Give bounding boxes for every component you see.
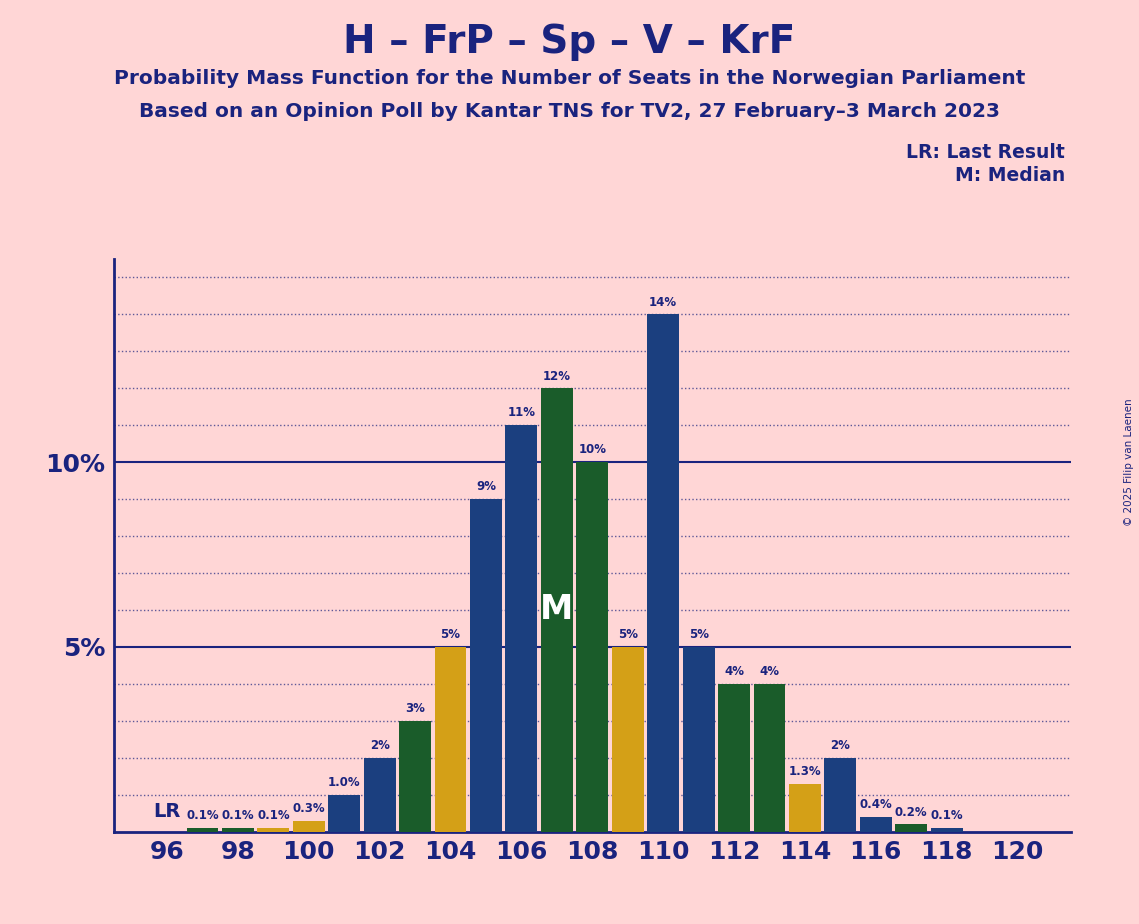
Text: 0.3%: 0.3% [293,802,325,815]
Bar [682,647,714,832]
Text: © 2025 Filip van Laenen: © 2025 Filip van Laenen [1124,398,1134,526]
Text: H – FrP – Sp – V – KrF: H – FrP – Sp – V – KrF [343,23,796,61]
Bar [647,314,679,832]
Text: 9%: 9% [476,480,495,493]
Bar [825,758,857,832]
Bar [612,647,644,832]
Bar [506,425,538,832]
Bar [399,721,431,832]
Text: 5%: 5% [689,628,708,641]
Bar [789,784,821,832]
Bar [363,758,395,832]
Bar [718,684,749,832]
Text: Based on an Opinion Poll by Kantar TNS for TV2, 27 February–3 March 2023: Based on an Opinion Poll by Kantar TNS f… [139,102,1000,121]
Bar [541,388,573,832]
Text: 10%: 10% [579,444,606,456]
Bar [222,828,254,832]
Text: 1.3%: 1.3% [788,765,821,778]
Text: 1.0%: 1.0% [328,776,361,789]
Text: 0.2%: 0.2% [895,806,927,819]
Text: 0.4%: 0.4% [860,798,892,811]
Bar [470,499,502,832]
Text: M: M [540,593,573,626]
Text: 3%: 3% [405,702,425,715]
Bar [328,795,360,832]
Text: 0.1%: 0.1% [931,809,962,822]
Text: 5%: 5% [441,628,460,641]
Bar [435,647,467,832]
Text: 5%: 5% [617,628,638,641]
Text: LR: Last Result: LR: Last Result [907,143,1065,163]
Text: 14%: 14% [649,296,678,309]
Text: 0.1%: 0.1% [222,809,254,822]
Text: LR: LR [153,802,180,821]
Text: 2%: 2% [370,739,390,752]
Text: 0.1%: 0.1% [186,809,219,822]
Bar [293,821,325,832]
Text: 2%: 2% [830,739,851,752]
Text: 11%: 11% [507,407,535,419]
Text: 12%: 12% [543,370,571,383]
Text: 4%: 4% [724,665,744,678]
Bar [895,824,927,832]
Bar [576,462,608,832]
Bar [860,817,892,832]
Text: Probability Mass Function for the Number of Seats in the Norwegian Parliament: Probability Mass Function for the Number… [114,69,1025,89]
Text: 4%: 4% [760,665,779,678]
Bar [187,828,219,832]
Bar [754,684,786,832]
Bar [931,828,962,832]
Text: M: Median: M: Median [954,166,1065,186]
Bar [257,828,289,832]
Text: 0.1%: 0.1% [257,809,289,822]
